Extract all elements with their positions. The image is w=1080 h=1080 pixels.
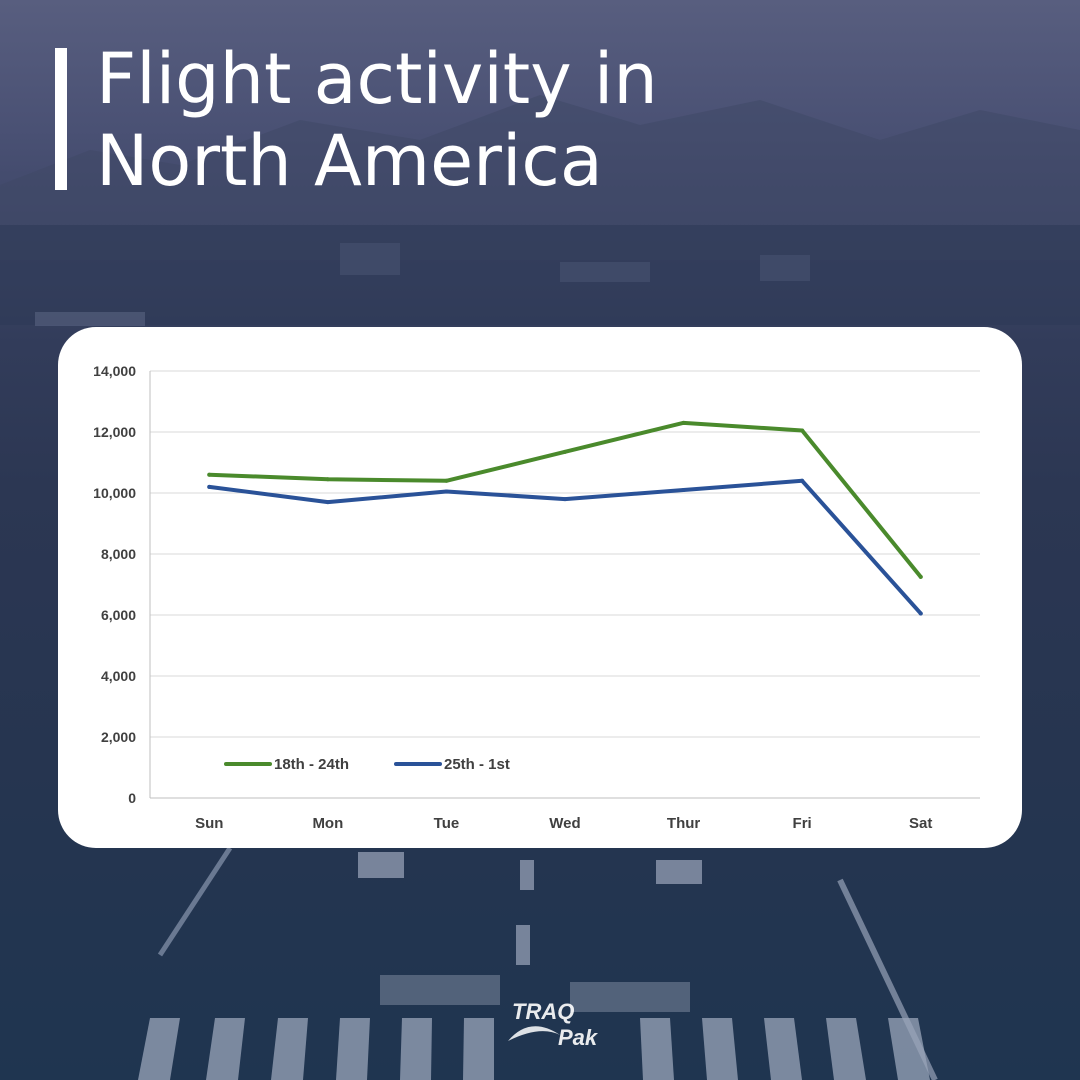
line-chart: 0 2,000 4,000 6,000 8,000 10,000 12,000 14,000 S…	[93, 363, 980, 832]
mountain-silhouette	[0, 95, 1080, 260]
skyline-building	[340, 243, 400, 275]
runway-marking	[520, 860, 534, 890]
legend-label: 25th - 1st	[444, 756, 510, 773]
runway-edge-left	[157, 846, 233, 957]
y-tick-label: 8,000	[101, 546, 136, 562]
y-tick-label: 12,000	[93, 424, 136, 440]
runway-number-marking	[380, 975, 500, 1005]
y-tick-label: 6,000	[101, 607, 136, 623]
y-tick-label: 14,000	[93, 363, 136, 379]
y-tick-label: 10,000	[93, 485, 136, 501]
y-tick-label: 2,000	[101, 729, 136, 745]
runway-marking	[516, 925, 530, 965]
data-point	[918, 611, 923, 616]
runway-number-marking	[570, 982, 690, 1012]
data-point	[325, 477, 330, 482]
logo-line1: TRAQ	[512, 999, 574, 1024]
x-tick-label: Tue	[434, 815, 460, 832]
data-point	[325, 500, 330, 505]
logo-line2: Pak	[558, 1025, 599, 1050]
city-skyline-band	[0, 225, 1080, 325]
data-point	[207, 484, 212, 489]
x-tick-label: Sun	[195, 815, 223, 832]
x-tick-label: Mon	[312, 815, 343, 832]
page-title: Flight activity in North America	[96, 38, 658, 202]
traqpak-logo: TRAQ Pak	[508, 999, 599, 1050]
runway-marking	[656, 860, 702, 884]
legend-label: 18th - 24th	[274, 756, 349, 773]
data-point	[207, 472, 212, 477]
data-point	[681, 487, 686, 492]
data-point	[800, 478, 805, 483]
data-point	[563, 497, 567, 502]
data-point	[800, 428, 805, 433]
x-tick-label: Sat	[909, 815, 932, 832]
skyline-building	[35, 312, 145, 326]
chart-card: 0 2,000 4,000 6,000 8,000 10,000 12,000 14,000 S…	[58, 327, 1022, 848]
skyline-building	[560, 262, 650, 282]
y-tick-label: 0	[128, 790, 136, 806]
logo-swoosh-icon	[508, 1026, 560, 1041]
skyline-building	[760, 255, 810, 281]
runway-marking	[358, 852, 404, 878]
data-point	[563, 449, 567, 454]
threshold-stripes	[138, 1018, 930, 1080]
data-point	[444, 489, 449, 494]
data-point	[918, 574, 923, 579]
x-tick-label: Thur	[667, 815, 700, 832]
data-point	[681, 420, 686, 425]
x-tick-label: Wed	[549, 815, 580, 832]
y-tick-label: 4,000	[101, 668, 136, 684]
x-tick-label: Fri	[793, 815, 812, 832]
data-point	[444, 478, 449, 483]
title-accent-bar	[55, 48, 67, 190]
